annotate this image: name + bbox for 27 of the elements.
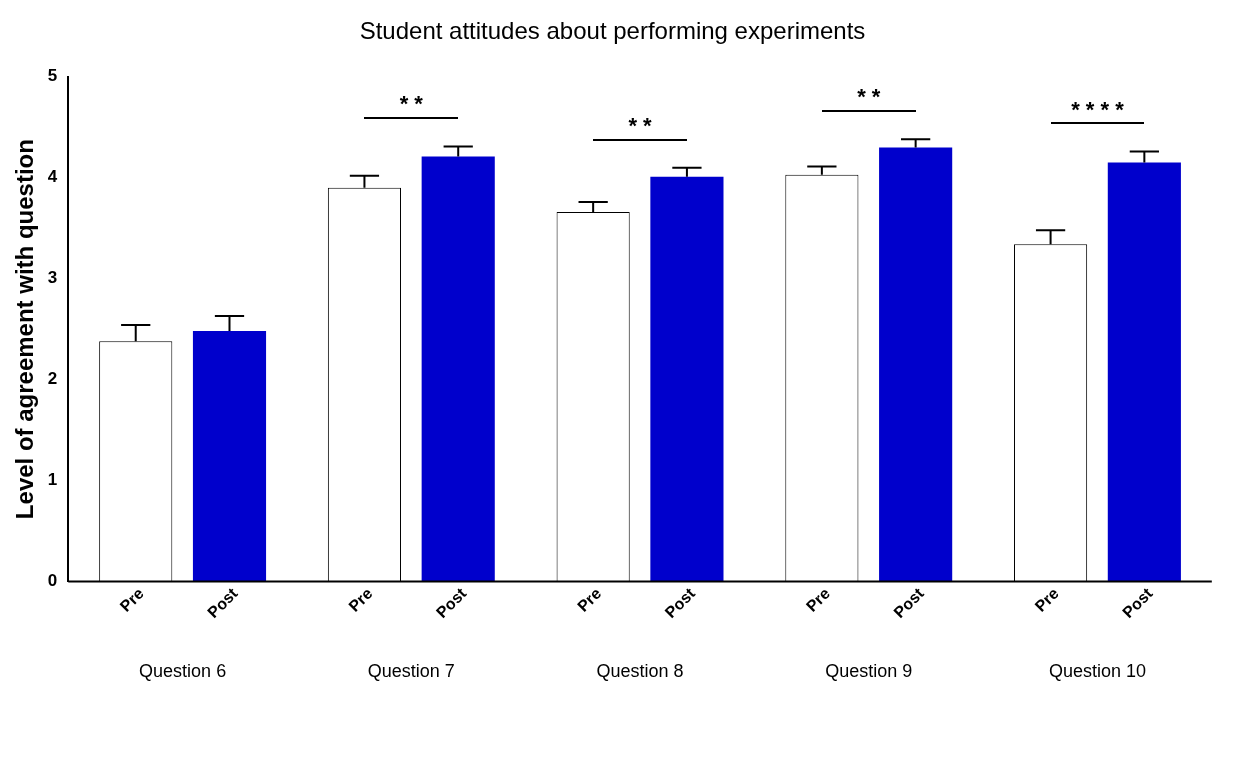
x-tick-label: Question 6 [139, 661, 227, 682]
y-axis-title: Level of agreement with question [11, 139, 39, 520]
text: Pre [574, 584, 605, 615]
x-tick-label: Question 9 [825, 661, 913, 682]
x-tick-label: Question 8 [596, 661, 684, 682]
bar [879, 147, 953, 582]
bar [650, 176, 724, 582]
text: Pre [802, 584, 834, 615]
bar [1107, 162, 1181, 582]
y-tick-label: 0 [47, 571, 58, 591]
y-tick-label: 1 [47, 470, 58, 490]
text: Pre [116, 584, 148, 615]
bar [192, 331, 267, 582]
text: Pre [345, 584, 376, 615]
y-tick-label: 3 [47, 268, 58, 288]
text: Pre [1031, 584, 1062, 615]
annotation: * * [628, 112, 653, 138]
y-tick-label: 5 [47, 66, 58, 86]
y-tick-label: 2 [47, 369, 58, 389]
x-tick-label: Question 7 [367, 661, 455, 682]
bar [421, 156, 495, 582]
annotation: * * * * [1071, 96, 1125, 122]
x-tick-label: Question 10 [1048, 661, 1147, 682]
annotation: * * [857, 84, 881, 110]
chart-title: Student attitudes about performing experiments [359, 17, 866, 45]
y-tick-label: 4 [47, 167, 58, 187]
annotation: * * [399, 91, 424, 117]
